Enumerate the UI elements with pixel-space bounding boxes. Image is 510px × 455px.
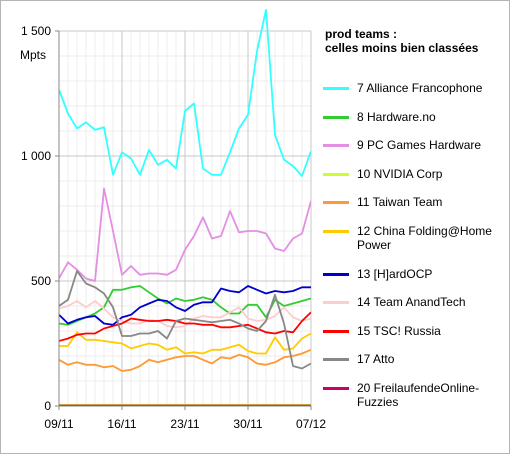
legend-swatch [323,144,349,147]
legend-swatch [323,329,349,333]
legend-swatch [323,301,349,304]
series-line-0 [59,8,311,177]
x-tick-label: 30/11 [233,417,262,431]
legend-swatch [323,172,349,176]
y-tick-label: 1 000 [21,149,51,163]
series-line-9 [59,270,311,370]
y-tick-label: 1 500 [21,24,51,38]
legend-swatch [323,201,349,204]
legend-title: prod teams : celles moins bien classées [325,27,479,55]
series-line-2 [59,187,311,282]
legend-label: 15 TSC! Russia [357,323,441,338]
legend-swatch [323,358,349,361]
y-axis-label: Mpts [20,48,46,62]
legend-label: 14 Team AnandTech [357,295,466,309]
x-tick-label: 23/11 [170,417,199,431]
legend-label: 7 Alliance Francophone [357,81,483,95]
legend-label: 13 [H]ardOCP [357,266,433,281]
series-line-7 [59,300,311,329]
legend-swatch [323,115,349,119]
legend-label: 17 Atto [357,352,395,366]
legend-swatch [323,386,349,390]
series-line-4 [59,348,311,372]
legend-swatch [323,87,349,90]
y-tick-label: 0 [44,399,51,413]
y-tick-label: 500 [31,274,51,288]
legend-label: 8 Hardware.no [357,109,436,124]
series-line-6 [59,285,311,326]
x-tick-label: 16/11 [107,417,136,431]
legend-label: 11 Taiwan Team [357,195,443,209]
x-tick-label: 09/11 [44,417,73,431]
series-line-8 [59,311,311,342]
x-tick-label: 07/12 [296,417,326,431]
grid [58,30,312,407]
axes: 0 500 1 000 1 500 09/11 16/11 23/11 30/11 07/12 [21,24,326,431]
legend-label: 9 PC Games Hardware [357,138,482,152]
legend-swatch [323,272,349,276]
legend-label: 12 China Folding@Home Power [357,223,492,252]
series-line-5 [59,331,311,355]
legend-label: 20 FreilaufendeOnline- Fuzzies [357,380,480,409]
legend-label: 10 NVIDIA Corp [357,166,443,181]
legend-swatch [323,229,349,233]
